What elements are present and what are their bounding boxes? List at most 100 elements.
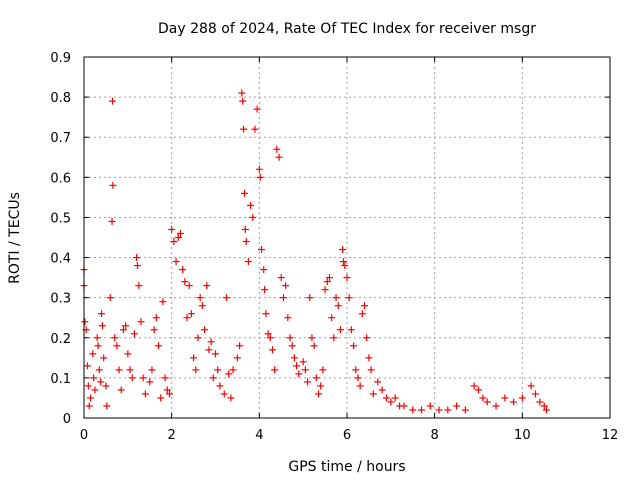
- data-point: [531, 390, 539, 398]
- data-point: [365, 354, 373, 362]
- data-point: [258, 246, 266, 254]
- data-point: [378, 386, 386, 394]
- x-tick-label: 6: [343, 428, 351, 443]
- data-point: [264, 330, 272, 338]
- data-point: [227, 394, 235, 402]
- data-point: [409, 406, 417, 414]
- data-point: [301, 366, 309, 374]
- data-point: [95, 366, 103, 374]
- data-point: [418, 406, 426, 414]
- data-point: [275, 153, 283, 161]
- data-point: [374, 378, 382, 386]
- data-point: [90, 374, 98, 382]
- data-point: [339, 258, 347, 266]
- data-point: [369, 390, 377, 398]
- data-point: [536, 398, 544, 406]
- data-point: [273, 145, 281, 153]
- data-point: [155, 342, 163, 350]
- data-point: [185, 282, 193, 290]
- data-point: [117, 386, 125, 394]
- data-point: [492, 402, 500, 410]
- data-point: [89, 350, 97, 358]
- data-point: [352, 366, 360, 374]
- data-point: [205, 346, 213, 354]
- data-point: [196, 294, 204, 302]
- data-point: [540, 402, 548, 410]
- data-point: [354, 374, 362, 382]
- data-point: [239, 97, 247, 105]
- data-point: [261, 286, 269, 294]
- data-point: [176, 229, 184, 237]
- data-point: [501, 394, 509, 402]
- data-point: [207, 338, 215, 346]
- data-point: [141, 390, 149, 398]
- data-point: [242, 238, 250, 246]
- data-point: [268, 346, 276, 354]
- y-tick-label: 0.4: [50, 252, 71, 267]
- data-point: [244, 258, 252, 266]
- data-point: [260, 266, 268, 274]
- data-point: [108, 217, 116, 225]
- data-point: [325, 274, 333, 282]
- data-point: [168, 225, 176, 233]
- data-point: [163, 386, 171, 394]
- grid-lines: [84, 57, 610, 418]
- data-point: [192, 366, 200, 374]
- data-point: [229, 366, 237, 374]
- data-point: [94, 342, 102, 350]
- data-point: [470, 382, 478, 390]
- data-point: [332, 294, 340, 302]
- data-point: [222, 294, 230, 302]
- data-point: [84, 382, 92, 390]
- chart-title: Day 288 of 2024, Rate Of TEC Index for r…: [158, 21, 536, 37]
- data-point: [146, 378, 154, 386]
- data-point: [343, 274, 351, 282]
- data-point: [256, 173, 264, 181]
- y-tick-label: 0.1: [50, 372, 71, 387]
- data-point: [150, 326, 158, 334]
- data-point: [356, 382, 364, 390]
- data-point: [277, 274, 285, 282]
- data-point: [190, 354, 198, 362]
- data-point: [312, 374, 320, 382]
- data-point: [315, 390, 323, 398]
- data-point: [181, 278, 189, 286]
- data-point: [542, 406, 550, 414]
- data-point: [128, 374, 136, 382]
- data-point: [262, 310, 270, 318]
- data-point: [148, 366, 156, 374]
- data-points: [80, 89, 550, 414]
- data-point: [336, 326, 344, 334]
- data-point: [382, 394, 390, 402]
- data-point: [479, 394, 487, 402]
- data-point: [282, 282, 290, 290]
- data-point: [290, 354, 298, 362]
- data-point: [321, 286, 329, 294]
- data-point: [84, 362, 92, 370]
- data-point: [201, 326, 209, 334]
- data-point: [198, 302, 206, 310]
- data-point: [299, 358, 307, 366]
- data-point: [249, 213, 257, 221]
- y-tick-label: 0.3: [50, 292, 71, 307]
- data-point: [87, 394, 95, 402]
- data-point: [93, 334, 101, 342]
- data-point: [400, 402, 408, 410]
- y-tick-label: 0.6: [50, 171, 71, 186]
- data-point: [339, 246, 347, 254]
- data-point: [203, 282, 211, 290]
- data-point: [124, 350, 132, 358]
- data-point: [293, 362, 301, 370]
- data-point: [330, 334, 338, 342]
- data-point: [85, 402, 93, 410]
- data-point: [238, 89, 246, 97]
- data-point: [251, 125, 259, 133]
- x-tick-label: 0: [80, 428, 88, 443]
- data-point: [183, 314, 191, 322]
- y-tick-label: 0.2: [50, 332, 71, 347]
- data-point: [122, 322, 130, 330]
- x-tick-label: 10: [514, 428, 531, 443]
- data-point: [475, 386, 482, 394]
- data-point: [159, 298, 167, 306]
